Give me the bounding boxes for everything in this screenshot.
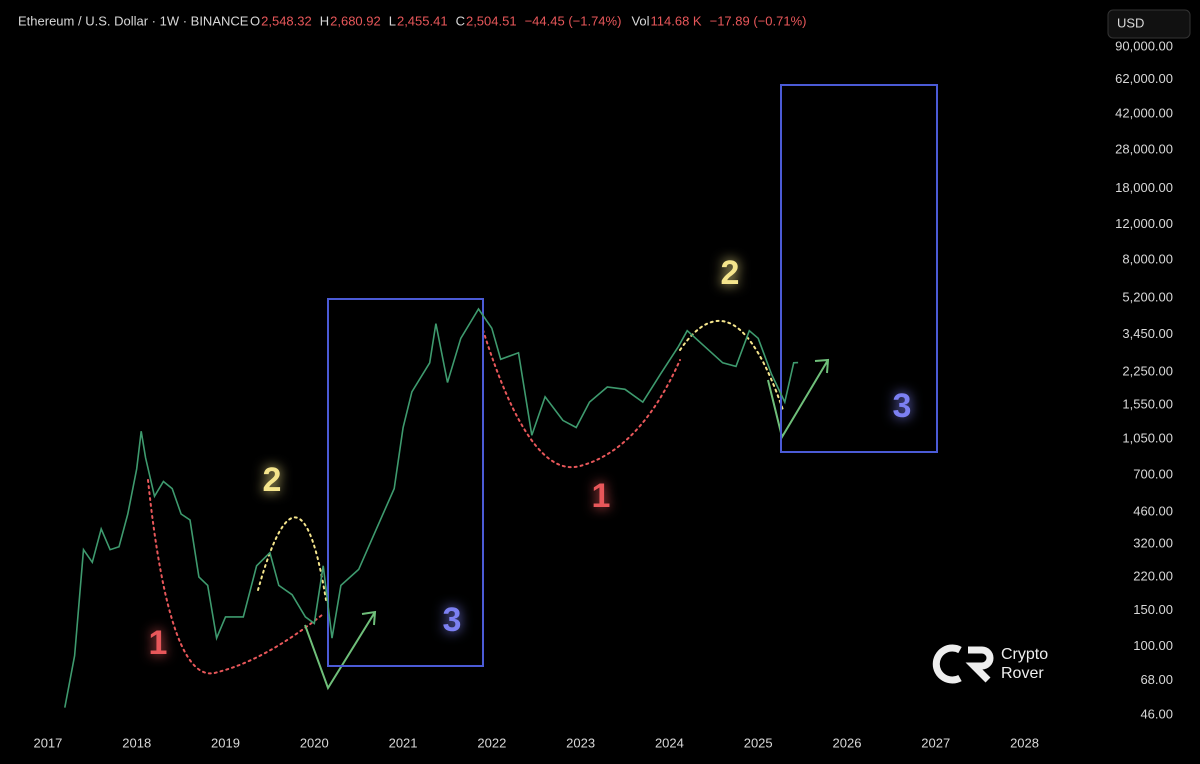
y-tick-label: 12,000.00 [1115, 216, 1173, 231]
annotation: 3 [443, 601, 462, 639]
x-tick-label: 2024 [655, 735, 684, 750]
chart-title: Ethereum / U.S. Dollar · 1W · BINANCE [18, 13, 249, 28]
x-tick-label: 2019 [211, 735, 240, 750]
x-tick-label: 2025 [744, 735, 773, 750]
y-tick-label: 90,000.00 [1115, 38, 1173, 53]
box [327, 298, 484, 667]
annotation: 2 [263, 461, 282, 499]
curve [482, 329, 681, 469]
curve [257, 516, 327, 601]
x-tick-label: 2026 [833, 735, 862, 750]
y-tick-label: 8,000.00 [1122, 252, 1173, 267]
x-tick-label: 2020 [300, 735, 329, 750]
watermark-text: Crypto [1001, 646, 1048, 663]
currency[interactable]: USD [1117, 15, 1144, 30]
annotation: 1 [592, 477, 611, 515]
curve [147, 479, 323, 675]
x-tick-label: 2023 [566, 735, 595, 750]
y-tick-label: 5,200.00 [1122, 290, 1173, 305]
ohlc-key: O [250, 13, 260, 28]
y-tick-label: 1,050.00 [1122, 431, 1173, 446]
watermark: Crypto Rover [932, 644, 1048, 684]
ohlc-value: 2,504.51 [466, 13, 517, 28]
ohlc-value: 2,548.32 [261, 13, 312, 28]
ohlc-value: 2,455.41 [397, 13, 448, 28]
volume-value: 114.68 K [651, 13, 702, 28]
arrow [304, 610, 377, 691]
y-tick-label: 460.00 [1133, 503, 1173, 518]
y-tick-label: 220.00 [1133, 568, 1173, 583]
price-line [64, 307, 799, 708]
ohlc-key: C [456, 13, 465, 28]
volume-key: Vol [631, 13, 649, 28]
ohlc-value: 2,680.92 [330, 13, 381, 28]
logo [932, 644, 994, 684]
y-tick-label: 2,250.00 [1122, 364, 1173, 379]
x-tick-label: 2028 [1010, 735, 1039, 750]
y-tick-label: 62,000.00 [1115, 71, 1173, 86]
y-tick-label: 68.00 [1140, 672, 1173, 687]
ohlc-key: L [389, 13, 396, 28]
boxes [327, 84, 938, 667]
y-tick-label: 1,550.00 [1122, 396, 1173, 411]
x-tick-label: 2027 [921, 735, 950, 750]
y-tick-label: 100.00 [1133, 638, 1173, 653]
ohlc-key: H [320, 13, 329, 28]
y-tick-label: 18,000.00 [1115, 180, 1173, 195]
watermark-text: Rover [1001, 665, 1044, 682]
y-tick-label: 28,000.00 [1115, 141, 1173, 156]
curve [679, 320, 784, 411]
box [780, 84, 938, 453]
currency-box[interactable] [1107, 9, 1191, 39]
y-tick-label: 42,000.00 [1115, 106, 1173, 121]
x-tick-label: 2017 [33, 735, 62, 750]
x-tick-label: 2018 [122, 735, 151, 750]
annotation: 1 [149, 624, 168, 662]
y-tick-label: 320.00 [1133, 535, 1173, 550]
annotation: 3 [893, 387, 912, 425]
x-tick-label: 2021 [389, 735, 418, 750]
cycle-curves [147, 320, 784, 675]
change: −44.45 (−1.74%) [525, 13, 622, 28]
y-tick-label: 3,450.00 [1122, 326, 1173, 341]
annotation: 2 [721, 254, 740, 292]
volume-change: −17.89 (−0.71%) [710, 13, 807, 28]
y-tick-label: 46.00 [1140, 706, 1173, 721]
x-tick-label: 2022 [477, 735, 506, 750]
y-tick-label: 150.00 [1133, 602, 1173, 617]
y-tick-label: 700.00 [1133, 466, 1173, 481]
